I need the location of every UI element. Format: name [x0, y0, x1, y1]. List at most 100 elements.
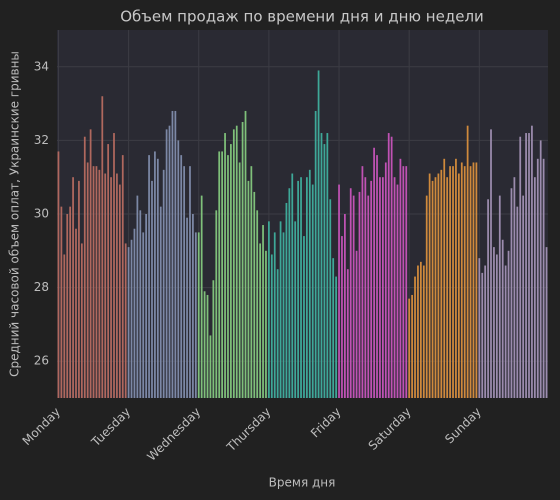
bar	[484, 265, 487, 398]
bar	[326, 133, 329, 399]
bar	[118, 184, 121, 398]
bar	[218, 151, 221, 398]
bar	[186, 217, 188, 398]
bar	[349, 188, 352, 398]
bar	[279, 221, 282, 398]
bar	[192, 214, 194, 398]
y-tick-label: 28	[34, 280, 49, 294]
bar	[291, 173, 294, 398]
bar	[95, 166, 98, 398]
bar	[145, 214, 148, 398]
bar	[478, 258, 481, 398]
bar	[519, 136, 522, 398]
bar	[75, 228, 77, 398]
bar	[206, 294, 209, 398]
bar	[232, 129, 235, 399]
bar	[110, 177, 112, 398]
bar	[367, 195, 370, 398]
bar	[516, 206, 519, 398]
chart-title: Объем продаж по времени дня и дню недели	[120, 8, 484, 26]
bar	[168, 125, 171, 399]
bar	[215, 210, 218, 398]
bar	[253, 191, 256, 398]
bar	[78, 180, 80, 398]
bar	[159, 206, 162, 398]
bar	[224, 133, 226, 399]
bar	[545, 247, 548, 398]
bar	[469, 166, 472, 398]
bar	[431, 180, 434, 398]
bar	[393, 177, 396, 398]
bar	[338, 184, 340, 398]
bar	[411, 294, 413, 398]
bar	[481, 272, 484, 398]
bar	[531, 125, 533, 399]
bar	[455, 158, 457, 398]
bar	[487, 199, 489, 398]
bar	[498, 195, 501, 398]
bar	[346, 269, 349, 398]
bar	[425, 195, 428, 398]
bar	[384, 162, 387, 398]
bar	[92, 166, 95, 398]
bar	[162, 169, 165, 398]
bar	[457, 173, 460, 398]
y-tick-label: 30	[34, 207, 49, 221]
bar	[317, 70, 320, 398]
bar	[121, 155, 124, 398]
bar	[452, 166, 454, 398]
bar	[127, 247, 130, 398]
bar	[212, 280, 215, 398]
bar	[539, 140, 542, 398]
bar	[98, 169, 101, 398]
bar	[417, 265, 419, 398]
bar	[72, 177, 74, 398]
bar	[151, 180, 153, 398]
bar	[344, 214, 346, 398]
bar	[101, 96, 104, 399]
bar	[303, 236, 305, 398]
bar	[495, 254, 498, 398]
bar	[373, 147, 375, 398]
bar	[437, 173, 440, 398]
y-tick-label: 26	[34, 354, 49, 368]
bar	[297, 180, 299, 398]
bar	[171, 110, 174, 399]
bar	[136, 195, 139, 398]
bar	[311, 184, 314, 398]
bar	[148, 155, 150, 398]
bar	[273, 232, 276, 398]
bar	[460, 162, 463, 398]
bar	[203, 291, 206, 398]
bar	[294, 221, 297, 398]
bar	[361, 166, 364, 398]
bar	[522, 195, 525, 398]
bar	[376, 155, 378, 398]
bar	[247, 180, 250, 398]
bar	[63, 254, 66, 398]
bar	[501, 239, 504, 398]
bar	[256, 210, 259, 398]
bar	[107, 144, 110, 398]
bar	[113, 133, 115, 399]
bar	[507, 250, 510, 398]
bar	[504, 265, 507, 398]
bar	[472, 162, 475, 398]
bar	[440, 169, 443, 398]
bar	[235, 125, 238, 399]
bar	[341, 236, 343, 398]
bar	[387, 133, 390, 399]
bar	[265, 250, 267, 398]
bar	[510, 188, 513, 398]
bar	[285, 202, 288, 398]
bar	[414, 276, 416, 398]
bar	[165, 129, 168, 399]
bar	[259, 243, 261, 398]
bar	[200, 195, 203, 398]
bar	[329, 199, 332, 398]
bar	[379, 177, 381, 398]
bar	[542, 158, 545, 398]
bar	[83, 136, 86, 398]
bar	[180, 155, 183, 398]
bar	[352, 195, 355, 398]
